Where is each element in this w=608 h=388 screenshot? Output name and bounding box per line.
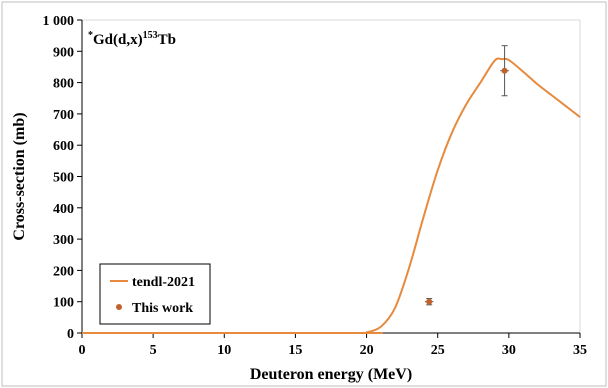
x-tick-label: 10 (217, 343, 231, 358)
y-tick-label: 200 (53, 264, 74, 279)
data-point-this-work (426, 298, 433, 305)
series-layer (81, 45, 581, 335)
title-sup-star: * (88, 30, 93, 41)
title-sup-mass: 153 (143, 30, 158, 41)
legend-label-tendl: tendl-2021 (132, 275, 195, 290)
x-axis-title: Deuteron energy (MeV) (250, 366, 412, 383)
y-tick-label: 700 (53, 108, 74, 123)
y-tick-label: 0 (67, 327, 74, 342)
y-tick-label: 100 (53, 296, 74, 311)
x-tick-label: 15 (288, 343, 302, 358)
y-tick-label: 900 (53, 45, 74, 60)
x-tick-label: 0 (79, 343, 86, 358)
x-tick-label: 30 (502, 343, 516, 358)
y-tick-label: 400 (53, 202, 74, 217)
x-tick-label: 20 (360, 343, 374, 358)
legend-label-this-work: This work (132, 301, 193, 316)
y-tick-label: 300 (53, 233, 74, 248)
legend-point-sample (116, 304, 122, 310)
series-line-tendl-2021 (81, 57, 581, 335)
data-point-this-work (501, 67, 508, 74)
x-tick-label: 25 (431, 343, 445, 358)
y-tick-label: 600 (53, 139, 74, 154)
y-tick-label: 1 000 (43, 14, 75, 29)
x-tick-label: 35 (573, 343, 587, 358)
x-tick-label: 5 (150, 343, 157, 358)
title-tail: Tb (158, 32, 176, 48)
legend: tendl-2021 This work (99, 263, 211, 325)
chart-title: *Gd(d,x)153Tb (88, 30, 176, 48)
y-axis-title: Cross-section (mb) (11, 112, 28, 240)
axes: 0 100 200 300 400 500 600 700 800 900 1 000 0 5 10 15 2… (43, 14, 588, 358)
y-tick-label: 500 (53, 171, 74, 186)
y-tick-label: 800 (53, 77, 74, 92)
legend-box (99, 263, 211, 325)
title-main: Gd(d,x) (93, 32, 143, 48)
